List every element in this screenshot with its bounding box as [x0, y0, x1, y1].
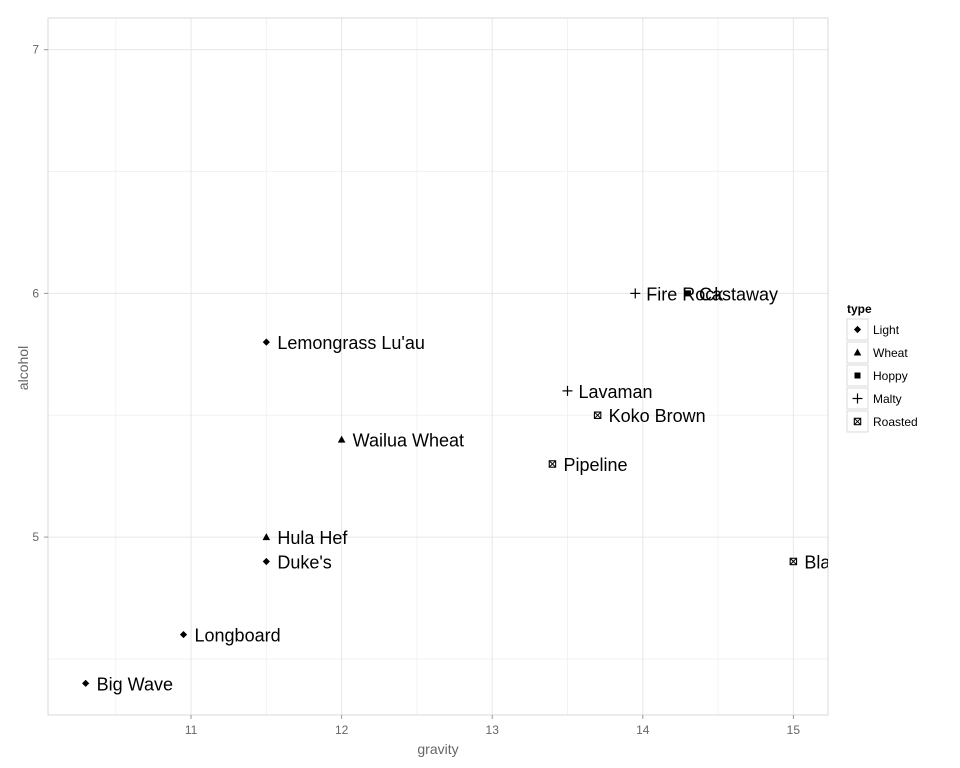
- legend-title: type: [847, 302, 872, 316]
- point-label: Bla: [804, 552, 831, 572]
- legend-key-marker: [852, 393, 863, 404]
- diamond-marker: [853, 325, 862, 334]
- data-point: [630, 288, 641, 299]
- point-label: Wailua Wheat: [353, 431, 464, 451]
- legend-entry-label: Roasted: [873, 415, 918, 429]
- x-tick-label: 15: [787, 723, 801, 737]
- legend-entries: Light Wheat Hoppy Malty Roasted: [846, 318, 918, 433]
- point-label: Lemongrass Lu'au: [277, 333, 425, 353]
- square-marker: [854, 372, 861, 379]
- y-axis-title: alcohol: [15, 346, 31, 390]
- point-label: Pipeline: [563, 455, 627, 475]
- x-tick-label: 14: [636, 723, 650, 737]
- x-tick-label: 12: [335, 723, 349, 737]
- x-axis-title: gravity: [417, 741, 458, 757]
- point-label: Duke's: [277, 552, 331, 572]
- legend-key-marker: [853, 325, 862, 334]
- square-x-diag2: [594, 411, 602, 419]
- legend-entry-label: Light: [873, 323, 900, 337]
- major-gridlines: [48, 18, 828, 715]
- legend-entry-label: Malty: [873, 392, 902, 406]
- data-point: [684, 290, 691, 297]
- diamond-marker: [262, 557, 270, 566]
- legend-key-marker: [854, 372, 861, 379]
- data-point: [262, 557, 270, 566]
- data-point: [337, 435, 346, 443]
- data-point: [179, 630, 188, 639]
- legend-key-marker: [853, 348, 862, 356]
- square-x-diag2: [853, 417, 862, 426]
- x-axis-ticks: 11 12 13 14 15: [185, 715, 801, 737]
- point-label: Hula Hef: [277, 528, 348, 548]
- point-label: Koko Brown: [609, 406, 706, 426]
- points-layer: Big Wave Longboard Duke's Hula Hef Lemongras…: [82, 284, 831, 694]
- triangle-marker: [337, 435, 346, 443]
- data-point: [262, 533, 271, 541]
- y-tick-label: 7: [32, 43, 39, 57]
- data-point: [262, 338, 270, 346]
- y-axis-ticks: 5 6 7: [32, 43, 48, 544]
- point-label: Longboard: [195, 626, 281, 646]
- triangle-marker: [262, 533, 271, 541]
- legend-key-marker: [853, 417, 862, 426]
- data-point: [562, 385, 573, 396]
- triangle-marker: [853, 348, 862, 356]
- square-x-diag2: [548, 460, 556, 468]
- y-tick-label: 5: [32, 530, 39, 544]
- diamond-marker: [82, 679, 90, 687]
- square-x-marker: [593, 411, 602, 419]
- diamond-marker: [262, 338, 270, 346]
- legend: type Light Wheat Hoppy Malty Roasted: [846, 302, 918, 433]
- square-x-marker: [548, 460, 557, 468]
- legend-entry-label: Wheat: [873, 346, 908, 360]
- minor-gridlines: [48, 18, 828, 715]
- square-marker: [684, 290, 691, 297]
- square-x-diag2: [789, 557, 797, 566]
- diamond-marker: [179, 630, 188, 639]
- point-label: Lavaman: [578, 382, 652, 402]
- point-label: Big Wave: [97, 674, 173, 694]
- square-x-marker: [853, 417, 862, 426]
- data-point: [82, 679, 90, 687]
- point-label: Castaway: [699, 284, 778, 304]
- plot-panel-border: [47, 17, 829, 716]
- y-tick-label: 6: [32, 286, 39, 300]
- data-point: [548, 460, 557, 468]
- x-tick-label: 13: [486, 723, 500, 737]
- square-x-marker: [789, 557, 798, 566]
- legend-entry-label: Hoppy: [873, 369, 908, 383]
- data-point: [593, 411, 602, 419]
- x-tick-label: 11: [185, 723, 198, 737]
- data-point: [789, 557, 798, 566]
